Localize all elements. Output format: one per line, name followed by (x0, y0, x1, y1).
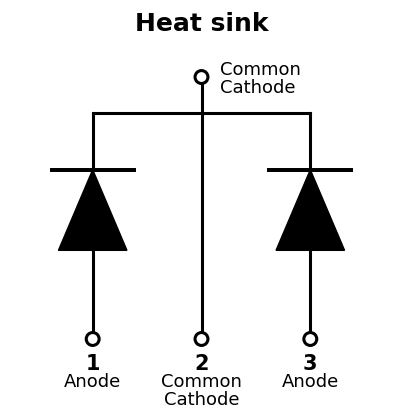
Text: 2: 2 (194, 353, 209, 373)
Circle shape (304, 333, 317, 346)
Text: Cathode: Cathode (220, 79, 295, 97)
Text: 3: 3 (303, 353, 318, 373)
Text: Anode: Anode (64, 373, 121, 390)
Circle shape (195, 71, 208, 84)
Circle shape (195, 333, 208, 346)
Text: Common: Common (220, 61, 301, 79)
Text: Anode: Anode (282, 373, 339, 390)
Text: Common: Common (161, 373, 242, 390)
Polygon shape (276, 170, 345, 251)
Text: 1: 1 (85, 353, 100, 373)
Polygon shape (58, 170, 127, 251)
Text: Heat sink: Heat sink (135, 12, 268, 36)
Circle shape (86, 333, 99, 346)
Text: Cathode: Cathode (164, 390, 239, 408)
